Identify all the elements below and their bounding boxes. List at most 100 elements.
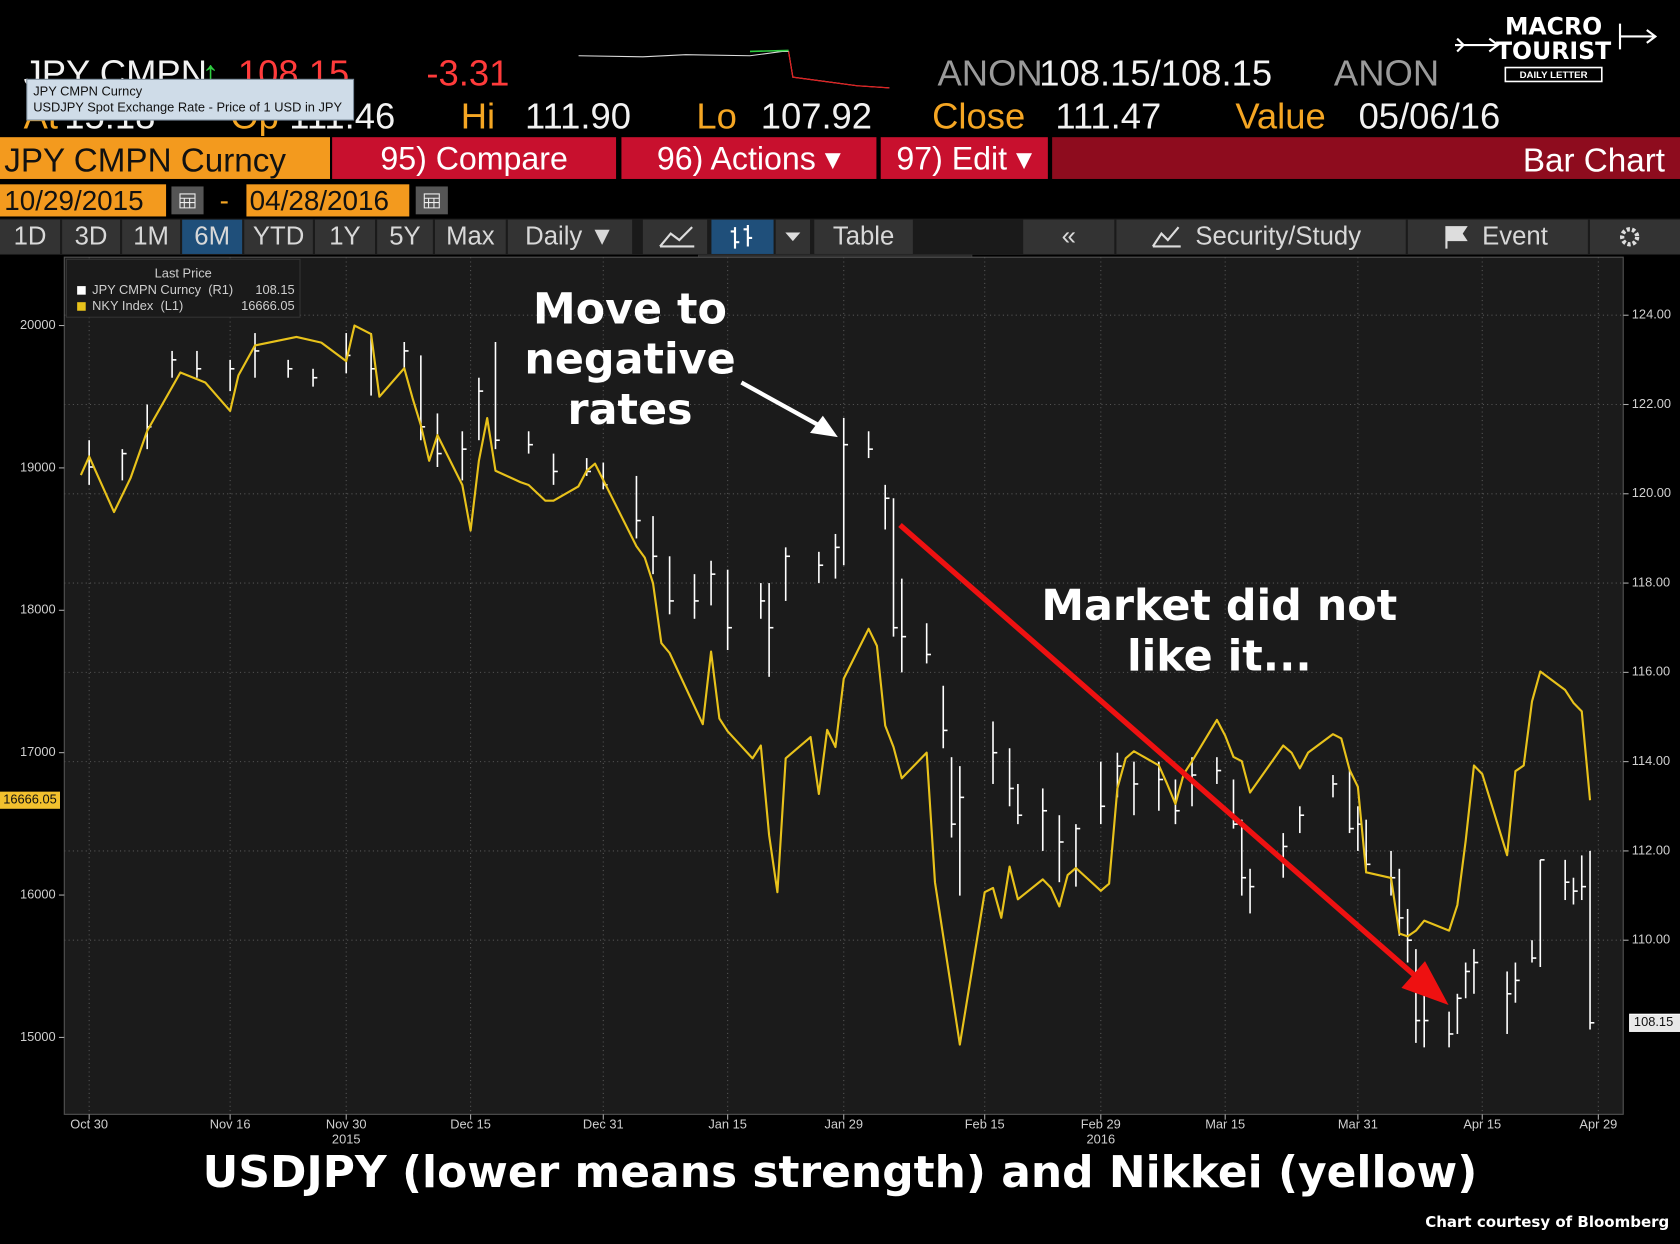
range-label[interactable]: Max [446,223,495,251]
last-price-label: 108.15 [1634,1014,1673,1029]
y-tick-label: 16000 [20,886,56,901]
quote-label: Value [1235,96,1325,137]
legend-title: Last Price [155,266,212,281]
date-start[interactable]: 10/29/2015 [4,185,143,216]
security: JPY CMPN Curncy [4,142,286,179]
range-button[interactable] [182,219,243,254]
menu-label[interactable]: 96) Actions ▾ [657,140,841,176]
range-button[interactable] [62,219,120,254]
dropdown-icon[interactable] [785,232,801,242]
menu-label[interactable]: 97) Edit ▾ [896,140,1032,176]
range-button[interactable] [377,219,433,254]
x-tick-label: Oct 30 [70,1116,108,1131]
bar-tool[interactable] [711,219,774,254]
menu-label[interactable]: 95) Compare [380,140,567,176]
x-year-label: 2016 [1087,1131,1116,1146]
x-tick-label: Feb 29 [1081,1116,1121,1131]
calendar-button[interactable] [171,186,204,215]
date-start-box[interactable] [0,184,167,217]
y-tick-label: 15000 [20,1029,56,1044]
x-tick-label: Dec 31 [583,1116,624,1131]
bid-source: ANON [938,53,1043,94]
range-button[interactable] [122,219,180,254]
trend-arrow [898,523,1425,985]
date-sep: - [220,185,229,216]
x-tick-label: Dec 15 [450,1116,491,1131]
range-button[interactable] [435,219,506,254]
tool-label[interactable]: « [1062,223,1076,251]
tool-label[interactable]: Event [1482,223,1548,251]
gear-icon[interactable] [1620,227,1640,247]
legend-swatch [77,286,86,295]
annotation-arrow [740,380,824,430]
calendar-button[interactable] [415,186,448,215]
x-tick-label: Nov 16 [210,1116,251,1131]
sparkline-down [787,51,890,89]
caption: USDJPY (lower means strength) and Nikkei… [203,1147,1478,1198]
tool-label[interactable]: Table [833,223,894,251]
menu-button[interactable] [621,137,877,179]
trend-arrowhead [1401,961,1449,1006]
tool-button[interactable] [1023,219,1115,254]
last-price-label: 16666.05 [3,792,57,807]
menu-button[interactable] [332,137,617,179]
calendar-icon[interactable] [179,193,196,209]
y2-tick-label: 116.00 [1632,664,1670,679]
range-label[interactable]: 6M [194,223,230,251]
chart-kind: Bar Chart [1523,142,1665,179]
range-label[interactable]: 3D [75,223,108,251]
range-button[interactable] [315,219,375,254]
bar-icon[interactable] [730,225,753,249]
calendar-icon[interactable] [423,193,440,209]
annotation: like it... [1127,631,1312,681]
range-label[interactable]: 1Y [329,223,360,251]
quote-value: 111.90 [525,96,631,137]
ask-source: ANON [1334,53,1439,94]
title-bar [1052,137,1680,179]
range-button[interactable] [0,219,60,254]
legend [65,258,301,318]
security-box [0,137,330,179]
range-label[interactable]: 5Y [389,223,420,251]
range-button[interactable] [244,219,313,254]
range-label[interactable]: 1D [14,223,47,251]
tooltip-line: USDJPY Spot Exchange Rate - Price of 1 U… [33,99,342,114]
x-year-label: 2015 [332,1131,361,1146]
x-tick-label: Mar 15 [1205,1116,1245,1131]
quote-label: Close [932,96,1025,137]
last-price-box [1629,1013,1680,1032]
tooltip [26,78,355,121]
range-label[interactable]: 1M [133,223,169,251]
tool-button[interactable] [1407,219,1588,254]
y2-tick-label: 124.00 [1632,307,1671,322]
legend-swatch [77,302,86,311]
range-button[interactable] [507,219,633,254]
y-tick-label: 17000 [20,744,56,759]
range-label[interactable]: Daily ▼ [525,223,615,251]
date-end[interactable]: 04/28/2016 [250,185,389,216]
legend-value: 16666.05 [241,298,295,313]
y2-tick-label: 112.00 [1632,842,1670,857]
quote-value: 111.47 [1055,96,1161,137]
logo-ribbon [1504,66,1603,83]
annotation: Move to [533,284,727,334]
tool-button[interactable] [814,219,913,254]
x-tick-label: Nov 30 [326,1116,367,1131]
menu-button[interactable] [880,137,1048,179]
y2-tick-label: 110.00 [1632,932,1670,947]
annotation-arrowhead [810,415,838,438]
tool-label[interactable]: Security/Study [1195,223,1361,251]
y2-tick-label: 118.00 [1632,574,1670,589]
change: -3.31 [426,53,509,94]
date-end-box[interactable] [246,184,410,217]
x-tick-label: Apr 15 [1463,1116,1501,1131]
range-label[interactable]: YTD [253,223,304,251]
line-icon[interactable] [659,226,695,248]
sparkline-up [749,49,789,53]
nikkei-line [79,324,1592,1046]
x-tick-label: Apr 29 [1579,1116,1617,1131]
logo-line: MACRO [1505,12,1602,40]
study-icon [1151,226,1181,248]
